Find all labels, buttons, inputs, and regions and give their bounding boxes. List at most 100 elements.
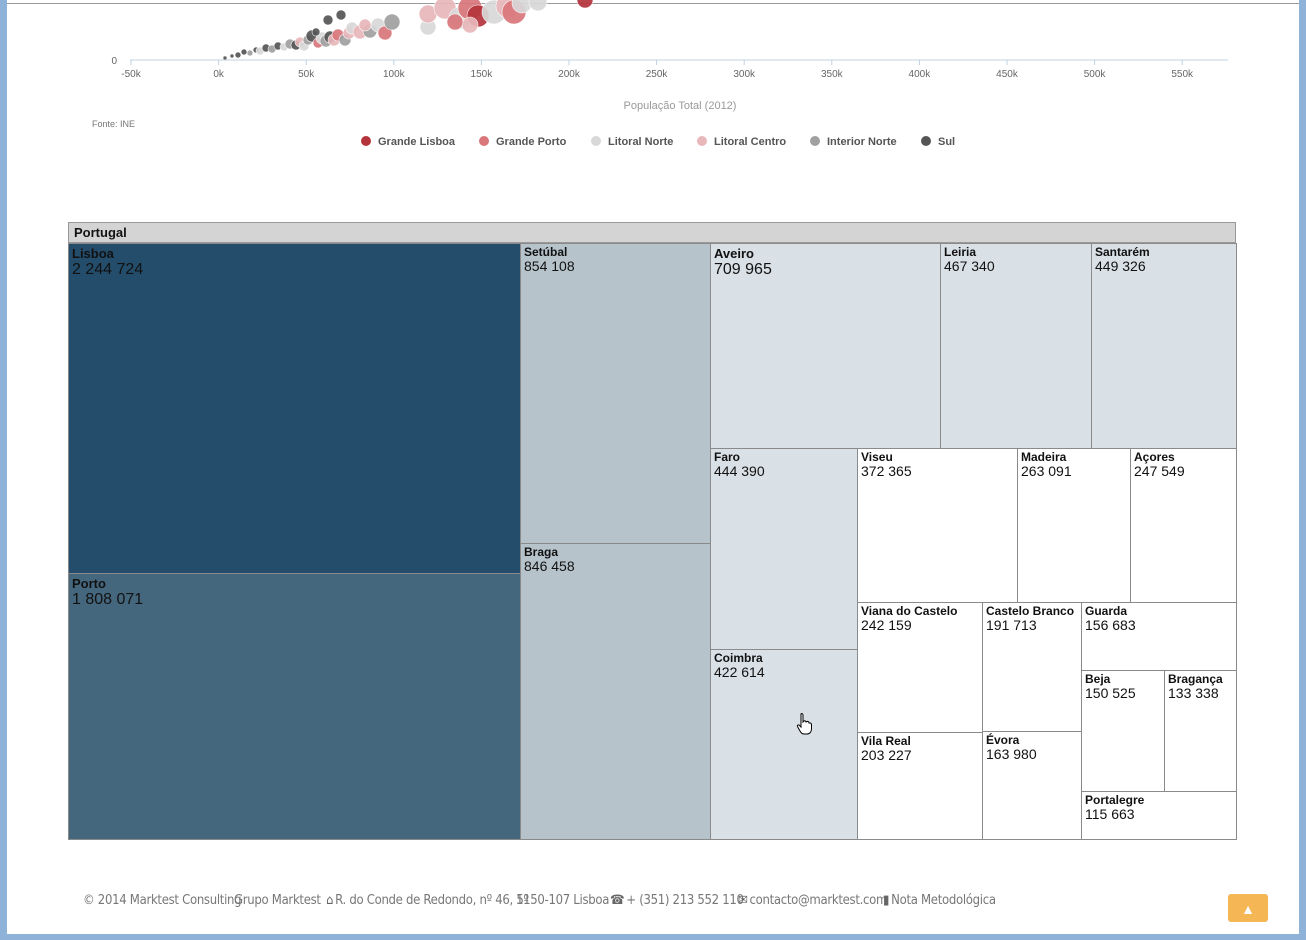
cell-value: 846 458: [524, 558, 575, 574]
bubble-point[interactable]: [528, 0, 548, 12]
treemap-cell-viseu[interactable]: Viseu 372 365: [857, 448, 1018, 603]
cell-name: Lisboa: [72, 246, 114, 261]
footer-email[interactable]: ✉ contacto@marktest.com: [738, 893, 887, 908]
footer-group-link[interactable]: Grupo Marktest: [234, 893, 321, 908]
cell-value: 115 663: [1085, 806, 1135, 822]
treemap-cell-castelo-branco[interactable]: Castelo Branco 191 713: [982, 602, 1082, 732]
cell-value: 263 091: [1021, 463, 1072, 479]
bubble-point[interactable]: [446, 13, 464, 31]
treemap-cell-evora[interactable]: Évora 163 980: [982, 731, 1082, 840]
footer-note-link[interactable]: ▮ Nota Metodológica: [883, 893, 996, 908]
bubble-point[interactable]: [461, 16, 479, 34]
cell-name: Portalegre: [1085, 793, 1145, 807]
legend-label: Litoral Norte: [608, 136, 674, 148]
treemap-cell-madeira[interactable]: Madeira 263 091: [1017, 448, 1131, 603]
treemap-cell-acores[interactable]: Açores 247 549: [1130, 448, 1237, 603]
treemap-cell-guarda[interactable]: Guarda 156 683: [1081, 602, 1237, 671]
treemap-root-header[interactable]: Portugal: [68, 222, 1236, 243]
cell-value: 163 980: [986, 746, 1037, 762]
bubble-point[interactable]: [576, 0, 594, 9]
legend-item-litoral-centro[interactable]: Litoral Centro: [697, 136, 786, 148]
x-tick-label: 200k: [558, 69, 581, 80]
bubble-point[interactable]: [358, 18, 372, 32]
cell-name: Viseu: [861, 450, 893, 464]
treemap-cell-braga[interactable]: Braga 846 458: [520, 543, 711, 840]
treemap-cell-faro[interactable]: Faro 444 390: [710, 448, 858, 650]
chart-legend: Grande Lisboa Grande Porto Litoral Norte…: [0, 136, 1306, 152]
bubble-point[interactable]: [335, 9, 347, 21]
cell-value: 467 340: [944, 258, 995, 274]
treemap-cell-aveiro[interactable]: Aveiro 709 965: [710, 243, 941, 449]
x-tick-label: 500k: [1084, 69, 1107, 80]
population-bubble-chart: 0 -50k 0k 50k 100k 150k 200k 250k 300k 350k 400k 4…: [111, 0, 1228, 112]
envelope-icon: ✉: [738, 893, 748, 908]
legend-dot-icon: [921, 136, 931, 146]
x-tick-label: 50k: [298, 69, 315, 80]
cell-name: Coimbra: [714, 651, 763, 665]
cell-value: 247 549: [1134, 463, 1185, 479]
cell-name: Santarém: [1095, 245, 1150, 259]
bubble-point[interactable]: [229, 53, 235, 59]
cell-value: 2 244 724: [72, 261, 144, 278]
cell-name: Castelo Branco: [986, 604, 1075, 618]
cell-name: Setúbal: [524, 245, 568, 259]
cell-name: Açores: [1134, 450, 1175, 464]
bubble-point[interactable]: [234, 51, 242, 59]
legend-item-litoral-norte[interactable]: Litoral Norte: [591, 136, 673, 148]
cell-value: 444 390: [714, 463, 765, 479]
footer-phone: ☎ + (351) 213 552 110: [610, 893, 744, 908]
cell-value: 191 713: [986, 617, 1037, 633]
bubble-point[interactable]: [322, 14, 334, 26]
legend-item-grande-porto[interactable]: Grande Porto: [479, 136, 566, 148]
cell-value: 156 683: [1085, 617, 1136, 633]
window-frame-left: [0, 0, 7, 940]
x-tick-label: 400k: [909, 69, 932, 80]
treemap-cell-setubal[interactable]: Setúbal 854 108: [520, 243, 711, 544]
legend-label: Grande Porto: [496, 136, 567, 148]
treemap-cell-viana-do-castelo[interactable]: Viana do Castelo 242 159: [857, 602, 983, 733]
footer-note-text: Nota Metodológica: [891, 893, 996, 908]
hand-cursor-icon: [796, 713, 812, 735]
bubble-point[interactable]: [240, 48, 248, 56]
treemap-cell-beja[interactable]: Beja 150 525: [1081, 670, 1165, 792]
cell-name: Aveiro: [714, 246, 754, 261]
cell-value: 203 227: [861, 747, 912, 763]
legend-item-interior-norte[interactable]: Interior Norte: [810, 136, 897, 148]
x-axis-title: População Total (2012): [624, 100, 737, 112]
x-tick-label: 0k: [213, 69, 225, 80]
footer-copyright: © 2014 Marktest Consulting: [83, 893, 242, 908]
legend-label: Interior Norte: [827, 136, 897, 148]
treemap-cell-coimbra[interactable]: Coimbra 422 614: [710, 649, 858, 840]
cell-value: 709 965: [714, 261, 772, 278]
legend-dot-icon: [361, 136, 371, 146]
bubble-point[interactable]: [311, 27, 321, 37]
treemap-cell-braganca[interactable]: Bragança 133 338: [1164, 670, 1237, 792]
back-to-top-button[interactable]: ▲: [1228, 894, 1268, 922]
legend-item-grande-lisboa[interactable]: Grande Lisboa: [361, 136, 455, 148]
cell-value: 854 108: [524, 258, 575, 274]
cell-name: Madeira: [1021, 450, 1067, 464]
treemap-cell-santarem[interactable]: Santarém 449 326: [1091, 243, 1237, 449]
cell-value: 449 326: [1095, 258, 1146, 274]
cell-name: Beja: [1085, 672, 1111, 686]
legend-dot-icon: [479, 136, 489, 146]
cell-value: 1 808 071: [72, 591, 144, 608]
bubble-point[interactable]: [383, 13, 401, 31]
footer-email-text: contacto@marktest.com: [749, 893, 888, 908]
bubble-point[interactable]: [246, 49, 254, 57]
cell-name: Faro: [714, 450, 741, 464]
cell-name: Évora: [986, 733, 1020, 747]
cell-name: Braga: [524, 545, 559, 559]
legend-item-sul[interactable]: Sul: [921, 136, 955, 148]
treemap-cell-lisboa[interactable]: Lisboa 2 244 724: [68, 243, 521, 574]
home-icon: ⌂: [326, 893, 334, 908]
window-frame-right: [1299, 0, 1306, 940]
treemap-cell-portalegre[interactable]: Portalegre 115 663: [1081, 791, 1237, 840]
cell-value: 372 365: [861, 463, 912, 479]
treemap-cell-leiria[interactable]: Leiria 467 340: [940, 243, 1092, 449]
bubble-point[interactable]: [222, 55, 228, 61]
treemap-cell-porto[interactable]: Porto 1 808 071: [68, 573, 521, 840]
phone-icon: ☎: [610, 893, 625, 908]
treemap-cell-vila-real[interactable]: Vila Real 203 227: [857, 732, 983, 840]
cell-value: 133 338: [1168, 685, 1219, 701]
